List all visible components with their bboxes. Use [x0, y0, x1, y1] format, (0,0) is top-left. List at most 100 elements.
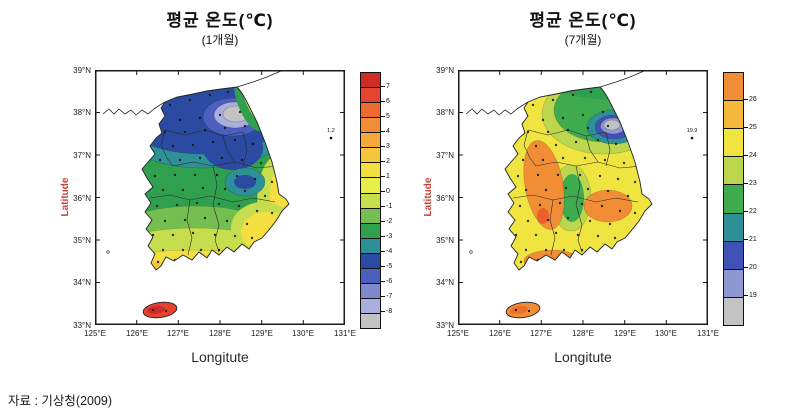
- y-tick: 37°N: [436, 151, 454, 160]
- colorbar-7-month: [723, 72, 744, 326]
- colorbar-cell: [724, 296, 743, 325]
- colorbar-label: -5: [381, 263, 392, 271]
- station-value-annotation: 19.9: [687, 128, 698, 134]
- colorbar-cell: [361, 87, 380, 103]
- nk-east-coastline: [599, 70, 645, 88]
- colorbar-label: -4: [381, 248, 392, 256]
- jeju-island: [505, 301, 541, 319]
- colorbar-label: 22: [744, 208, 757, 216]
- colorbar-1-month: [360, 72, 381, 329]
- y-tick: 39°N: [436, 66, 454, 75]
- colorbar-cell: [724, 268, 743, 297]
- station-dots: [514, 90, 637, 264]
- colorbar-label: -2: [381, 218, 392, 226]
- map-plot-1-month: 1.2: [95, 70, 345, 325]
- y-tick: 33°N: [73, 321, 91, 330]
- small-island: [106, 250, 110, 254]
- colorbar-cell: [724, 240, 743, 269]
- colorbar-cell: [361, 297, 380, 313]
- y-tick: 37°N: [73, 151, 91, 160]
- colorbar-cell: [361, 207, 380, 223]
- colorbar-label: 2: [381, 158, 390, 166]
- colorbar-label: 21: [744, 236, 757, 244]
- y-tick: 38°N: [436, 108, 454, 117]
- x-tick: 126°E: [489, 329, 511, 338]
- colorbar-cell: [361, 73, 380, 88]
- ulleungdo-station-dot: [690, 136, 694, 140]
- colorbar-label: -1: [381, 203, 392, 211]
- korea-contour-map-warm-season: 19.9: [458, 70, 708, 325]
- colorbar-label: 20: [744, 264, 757, 272]
- colorbar-cell: [361, 222, 380, 238]
- x-tick: 130°E: [292, 329, 314, 338]
- colorbar-label: 19: [744, 292, 757, 300]
- y-tick: 39°N: [73, 66, 91, 75]
- colorbar-label: 23: [744, 180, 757, 188]
- x-tick: 129°E: [614, 329, 636, 338]
- nk-east-coastline: [236, 70, 282, 88]
- colorbar-label: 26: [744, 96, 757, 104]
- colorbar-cell: [361, 162, 380, 178]
- colorbar-label: 24: [744, 152, 757, 160]
- panel-subtitle: (1개월): [201, 33, 239, 47]
- y-tick: 33°N: [436, 321, 454, 330]
- x-tick: 131°E: [697, 329, 719, 338]
- colorbar-cell: [724, 212, 743, 241]
- source-citation: 자료 : 기상청(2009): [8, 394, 113, 408]
- contour-fills: [505, 87, 652, 270]
- x-tick: 128°E: [209, 329, 231, 338]
- jeju-island: [142, 301, 178, 319]
- x-tick: 125°E: [447, 329, 469, 338]
- colorbar-cell: [361, 177, 380, 193]
- x-tick: 131°E: [334, 329, 356, 338]
- colorbar-cell: [724, 100, 743, 129]
- nk-west-coastline: [465, 101, 529, 116]
- page-title: 평균 온도(℃): [166, 11, 274, 30]
- x-tick: 125°E: [84, 329, 106, 338]
- colorbar-cell: [724, 156, 743, 185]
- coastline: [141, 86, 290, 271]
- y-tick: 35°N: [436, 236, 454, 245]
- x-axis-label: Longitute: [191, 349, 249, 365]
- axis-ticks: [458, 70, 708, 325]
- province-boundaries: [149, 129, 280, 256]
- y-tick: 38°N: [73, 108, 91, 117]
- colorbar-label: -7: [381, 293, 392, 301]
- x-tick: 128°E: [572, 329, 594, 338]
- colorbar-label: -3: [381, 233, 392, 241]
- station-value-annotation: 1.2: [327, 128, 335, 134]
- province-boundaries: [512, 129, 643, 256]
- x-tick: 130°E: [655, 329, 677, 338]
- y-tick: 34°N: [73, 278, 91, 287]
- colorbar-cell: [724, 184, 743, 213]
- colorbar-cell: [361, 313, 380, 329]
- x-axis-label: Longitute: [554, 349, 612, 365]
- colorbar-label: 4: [381, 128, 390, 136]
- x-tick: 127°E: [167, 329, 189, 338]
- colorbar-cell: [361, 267, 380, 283]
- colorbar-label: 7: [381, 83, 390, 91]
- coastline: [504, 86, 653, 271]
- y-tick: 36°N: [436, 194, 454, 203]
- ulleungdo-station-dot: [329, 136, 333, 140]
- colorbar-cell: [361, 132, 380, 148]
- y-tick: 36°N: [73, 194, 91, 203]
- colorbar-cell: [361, 147, 380, 163]
- colorbar-label: 0: [381, 188, 390, 196]
- colorbar-cell: [724, 128, 743, 157]
- panel-7-month: 평균 온도(℃) (7개월) Latitude Longitute 39°N 3…: [405, 0, 810, 392]
- page-title: 평균 온도(℃): [529, 11, 637, 30]
- colorbar-label: 5: [381, 113, 390, 121]
- panel-subtitle: (7개월): [564, 33, 602, 47]
- korea-contour-map-january: 1.2: [95, 70, 345, 325]
- colorbar-label: 6: [381, 98, 390, 106]
- x-tick: 127°E: [530, 329, 552, 338]
- colorbar-cell: [361, 102, 380, 118]
- x-tick: 126°E: [126, 329, 148, 338]
- colorbar-label: 3: [381, 143, 390, 151]
- colorbar-cell: [361, 252, 380, 268]
- axis-ticks: [95, 70, 345, 325]
- nk-west-coastline: [102, 101, 166, 116]
- colorbar-cell: [361, 117, 380, 133]
